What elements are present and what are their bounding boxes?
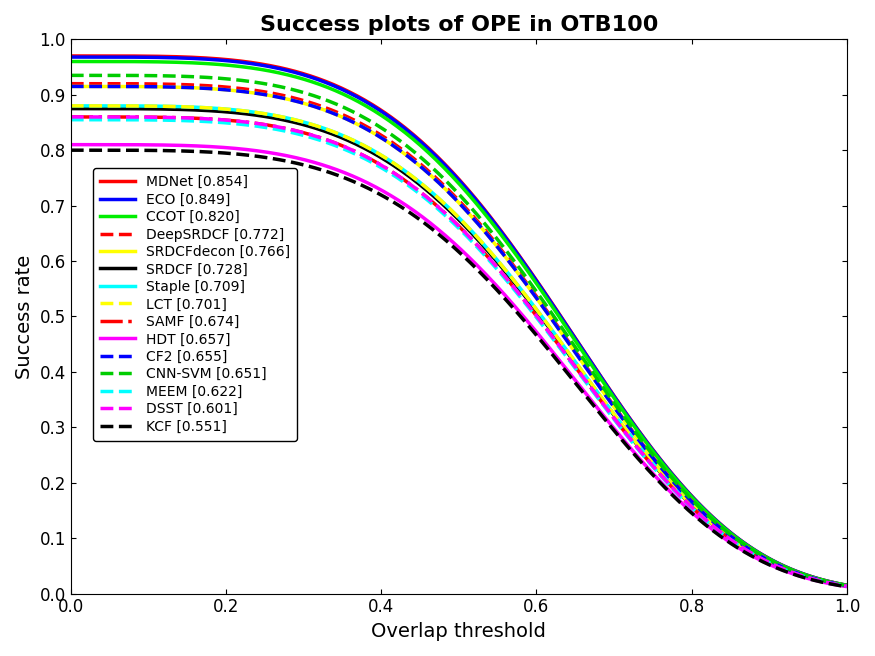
Title: Success plots of OPE in OTB100: Success plots of OPE in OTB100 (260, 15, 658, 35)
X-axis label: Overlap threshold: Overlap threshold (371, 622, 546, 641)
Legend: MDNet [0.854], ECO [0.849], CCOT [0.820], DeepSRDCF [0.772], SRDCFdecon [0.766],: MDNet [0.854], ECO [0.849], CCOT [0.820]… (94, 168, 298, 441)
Y-axis label: Success rate: Success rate (15, 255, 34, 379)
